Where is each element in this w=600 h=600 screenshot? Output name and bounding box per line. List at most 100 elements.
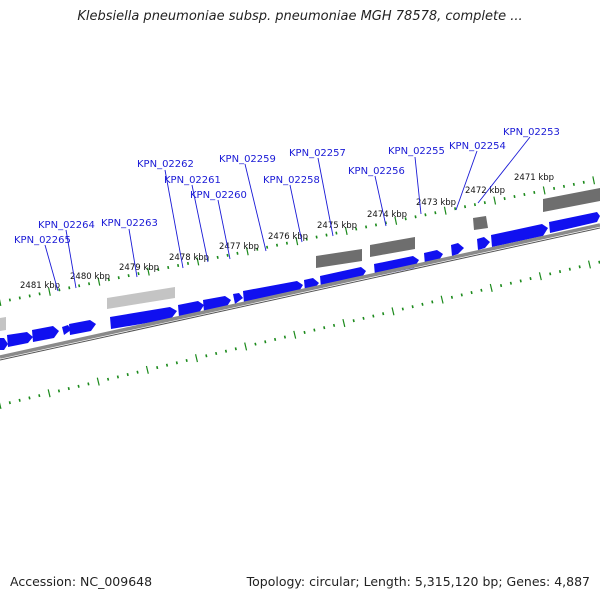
- gene-label[interactable]: KPN_02259: [219, 154, 276, 165]
- major-tick: [0, 402, 2, 410]
- minor-tick: [215, 351, 218, 356]
- major-tick: [592, 176, 596, 185]
- gene-feature-blue[interactable]: [62, 325, 71, 335]
- gene-feature-blue[interactable]: [549, 212, 600, 233]
- gene-feature-blue[interactable]: [233, 293, 243, 304]
- minor-tick: [460, 293, 463, 297]
- minor-tick: [529, 277, 532, 281]
- minor-tick: [28, 396, 31, 400]
- gene-feature-blue[interactable]: [69, 320, 96, 335]
- minor-tick: [254, 342, 257, 346]
- scale-tick-label: 2476 kbp: [268, 232, 308, 242]
- minor-tick: [509, 281, 512, 285]
- gene-feature-gray[interactable]: [543, 188, 600, 212]
- gene-feature-blue[interactable]: [110, 307, 177, 329]
- gene-feature-gray[interactable]: [316, 249, 362, 268]
- minor-tick: [315, 235, 318, 239]
- major-tick: [493, 196, 497, 205]
- minor-tick: [205, 354, 208, 358]
- minor-tick: [117, 276, 120, 280]
- gene-feature-blue[interactable]: [0, 338, 8, 350]
- minor-tick: [216, 255, 219, 259]
- gene-feature-gray[interactable]: [473, 216, 488, 230]
- minor-tick: [470, 291, 473, 295]
- scale-tick-label: 2471 kbp: [514, 173, 554, 183]
- map-title: Klebsiella pneumoniae subsp. pneumoniae …: [77, 9, 523, 24]
- minor-tick: [137, 272, 140, 276]
- gene-feature-gray[interactable]: [107, 287, 175, 309]
- gene-label[interactable]: KPN_02254: [449, 141, 506, 152]
- gene-label[interactable]: KPN_02264: [38, 220, 95, 231]
- minor-tick: [185, 358, 188, 363]
- gene-label[interactable]: KPN_02253: [503, 127, 560, 138]
- minor-tick: [454, 207, 457, 211]
- major-tick: [342, 319, 346, 328]
- gene-feature-blue[interactable]: [7, 332, 33, 347]
- major-tick: [538, 272, 542, 281]
- gene-label[interactable]: KPN_02256: [348, 166, 405, 177]
- major-tick: [394, 216, 398, 225]
- minor-tick: [8, 401, 11, 405]
- gene-label[interactable]: KPN_02263: [101, 218, 158, 229]
- major-tick: [147, 267, 150, 276]
- major-tick: [194, 354, 199, 363]
- minor-tick: [283, 335, 287, 339]
- minor-tick: [87, 382, 90, 386]
- gene-label[interactable]: KPN_02260: [190, 190, 247, 201]
- minor-tick: [106, 377, 110, 381]
- minor-tick: [264, 340, 267, 344]
- minor-tick: [499, 284, 503, 288]
- scale-tick-label: 2475 kbp: [317, 221, 357, 231]
- genome-summary-label: Topology: circular; Length: 5,315,120 bp…: [246, 574, 590, 589]
- major-tick: [96, 377, 100, 386]
- gene-label[interactable]: KPN_02262: [137, 159, 194, 170]
- minor-tick: [186, 261, 190, 265]
- minor-tick: [313, 328, 316, 332]
- minor-tick: [126, 373, 129, 377]
- minor-tick: [165, 363, 169, 367]
- minor-tick: [578, 265, 581, 269]
- minor-tick: [38, 394, 41, 398]
- gene-feature-blue[interactable]: [243, 281, 303, 303]
- minor-tick: [568, 267, 571, 271]
- gene-feature-gray[interactable]: [370, 237, 415, 257]
- gene-feature-gray[interactable]: [0, 317, 6, 331]
- gene-feature-blue[interactable]: [477, 237, 490, 250]
- minor-tick: [234, 347, 237, 351]
- minor-tick: [382, 312, 385, 316]
- minor-tick: [384, 221, 387, 225]
- gene-label[interactable]: KPN_02258: [263, 175, 320, 186]
- gene-feature-blue[interactable]: [451, 243, 464, 256]
- minor-tick: [404, 217, 407, 221]
- gene-label[interactable]: KPN_02265: [14, 235, 71, 246]
- minor-tick: [77, 384, 80, 388]
- minor-tick: [58, 288, 61, 292]
- minor-tick: [224, 349, 228, 353]
- gene-label[interactable]: KPN_02257: [289, 148, 346, 159]
- minor-tick: [325, 233, 328, 237]
- minor-tick: [157, 268, 160, 272]
- minor-tick: [434, 211, 437, 215]
- minor-tick: [553, 186, 556, 190]
- gene-label[interactable]: KPN_02261: [164, 175, 221, 186]
- minor-tick: [355, 227, 358, 231]
- minor-tick: [236, 251, 239, 255]
- major-tick: [293, 330, 297, 339]
- minor-tick: [503, 197, 506, 201]
- scale-tick-label: 2474 kbp: [367, 210, 407, 220]
- minor-tick: [473, 203, 476, 207]
- minor-tick: [28, 294, 31, 298]
- minor-tick: [67, 387, 70, 391]
- minor-tick: [414, 215, 417, 219]
- major-tick: [48, 287, 51, 296]
- gene-feature-blue[interactable]: [32, 326, 59, 342]
- minor-tick: [362, 316, 365, 320]
- gene-feature-blue[interactable]: [491, 224, 548, 247]
- minor-tick: [38, 292, 41, 296]
- scale-tick-label: 2480 kbp: [70, 272, 110, 282]
- minor-tick: [401, 307, 404, 311]
- major-tick: [440, 295, 444, 304]
- gene-label[interactable]: KPN_02255: [388, 146, 445, 157]
- gene-label-leaders: [44, 136, 531, 292]
